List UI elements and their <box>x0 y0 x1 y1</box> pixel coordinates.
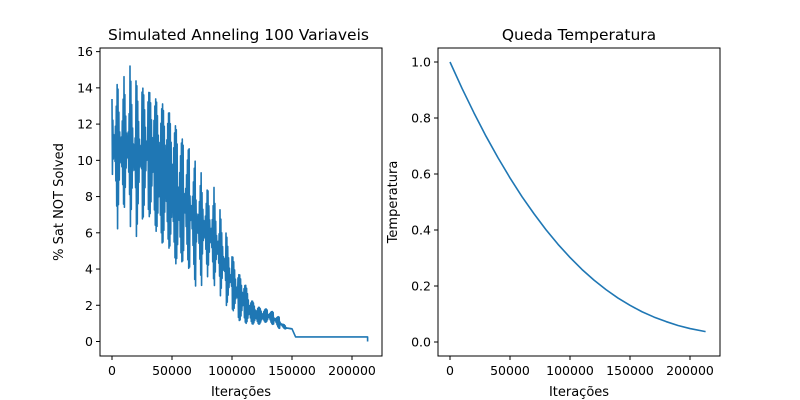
chart-left-plot-area <box>99 47 383 357</box>
x-tick-label: 200000 <box>666 363 714 378</box>
chart-right-title: Queda Temperatura <box>502 26 656 44</box>
x-tick-label: 200000 <box>328 363 376 378</box>
chart-left-y-label: % Sat NOT Solved <box>52 143 67 261</box>
y-tick-label: 0 <box>85 334 93 349</box>
x-tick-label: 50000 <box>152 363 192 378</box>
y-tick-label: 4 <box>85 262 93 277</box>
y-tick-label: 1.0 <box>411 55 431 70</box>
chart-right-series <box>449 61 706 333</box>
y-tick-label: 0.4 <box>411 223 431 238</box>
y-tick-label: 0.6 <box>411 167 431 182</box>
chart-left-title: Simulated Anneling 100 Variaveis <box>108 26 369 44</box>
y-tick-label: 12 <box>77 117 93 132</box>
chart-right-y-axis: 0.0 0.2 0.4 0.6 0.8 1.0 <box>411 55 438 350</box>
chart-left-x-label: Iterações <box>211 385 271 400</box>
chart-right-x-label: Iterações <box>549 385 609 400</box>
series-line <box>449 61 706 333</box>
x-tick-label: 50000 <box>490 363 530 378</box>
chart-right: Queda Temperatura 0 50000 100000 150000 2000… <box>386 26 721 400</box>
chart-left-series <box>111 65 369 342</box>
x-tick-label: 150000 <box>268 363 316 378</box>
y-tick-label: 0.8 <box>411 111 431 126</box>
chart-left-y-axis: 0 2 4 6 8 10 12 14 16 <box>77 44 100 349</box>
x-tick-label: 150000 <box>606 363 654 378</box>
y-tick-label: 8 <box>85 189 93 204</box>
x-tick-label: 0 <box>108 363 116 378</box>
x-tick-label: 100000 <box>546 363 594 378</box>
chart-right-y-label: Temperatura <box>386 161 401 245</box>
y-tick-label: 2 <box>85 298 93 313</box>
y-tick-label: 0.0 <box>411 335 431 350</box>
y-tick-label: 14 <box>77 80 93 95</box>
y-tick-label: 0.2 <box>411 279 431 294</box>
chart-left: Simulated Anneling 100 Variaveis 0 50000 1… <box>52 26 383 400</box>
y-tick-label: 6 <box>85 225 93 240</box>
chart-right-plot-area <box>437 47 721 357</box>
chart-left-x-axis: 0 50000 100000 150000 200000 <box>108 356 376 378</box>
chart-right-x-axis: 0 50000 100000 150000 200000 <box>446 356 714 378</box>
y-tick-label: 16 <box>77 44 93 59</box>
x-tick-label: 0 <box>446 363 454 378</box>
series-line <box>111 65 369 342</box>
x-tick-label: 100000 <box>208 363 256 378</box>
y-tick-label: 10 <box>77 153 93 168</box>
